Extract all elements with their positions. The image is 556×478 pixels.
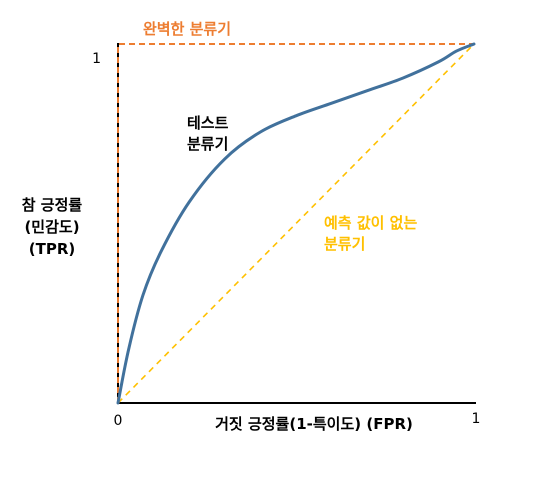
- test-classifier-annotation-line-1: 테스트: [187, 114, 229, 132]
- y-tick-label-1: 1: [92, 51, 101, 67]
- random-classifier-annotation-line-1: 예측 값이 없는: [324, 214, 417, 232]
- x-axis-label: 거짓 긍정률(1-특이도) (FPR): [215, 415, 413, 433]
- random-classifier-line: [117, 43, 475, 404]
- x-tick-label-0: 0: [114, 413, 123, 429]
- test-classifier-curve: [116, 42, 476, 405]
- y-axis-label-line-3: (TPR): [29, 240, 76, 258]
- y-axis-label-line-1: 참 긍정률: [22, 196, 83, 214]
- perfect-classifier-annotation: 완벽한 분류기: [143, 20, 231, 38]
- x-tick-label-1: 1: [472, 411, 481, 427]
- y-axis-label-line-2: (민감도): [24, 218, 79, 236]
- test-classifier-annotation-line-2: 분류기: [187, 135, 228, 153]
- random-classifier-annotation-line-2: 분류기: [324, 235, 365, 253]
